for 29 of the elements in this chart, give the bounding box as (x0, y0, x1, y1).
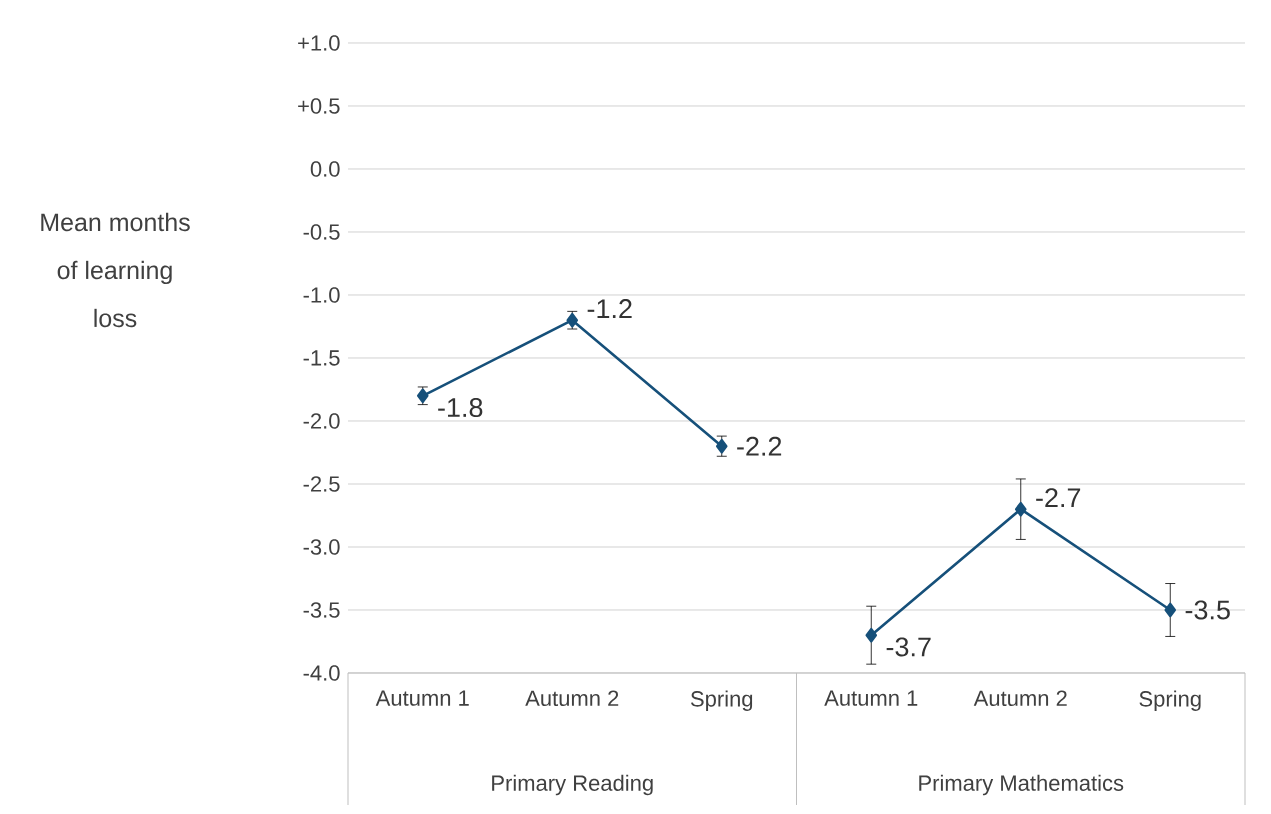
x-tick-label: Spring (690, 690, 753, 712)
y-tick-label: +0.5 (298, 98, 340, 114)
data-label: -3.7 (886, 637, 931, 657)
y-tick-label: -1.0 (303, 287, 340, 303)
point (1164, 602, 1177, 618)
y-tick-label: -0.5 (303, 224, 340, 240)
y-tick-label: +1.0 (298, 35, 340, 51)
x-tick-label: Spring (1139, 690, 1201, 712)
y-axis-title: Mean months of learning loss (41, 212, 190, 328)
data-label: -3.5 (1185, 600, 1230, 620)
y-tick-label: 0.0 (310, 161, 340, 177)
text: Primary Reading (492, 774, 653, 796)
y-tick-label: -3.5 (303, 602, 340, 618)
point (865, 627, 878, 643)
data-label: -2.7 (1036, 488, 1081, 507)
y-tick-label: -1.5 (303, 350, 340, 366)
text: Primary Mathematics (919, 774, 1124, 796)
data-label: -1.2 (587, 299, 632, 318)
x-tick-label: Autumn 1 (375, 690, 469, 706)
x-tick-label: Autumn 2 (525, 690, 619, 707)
y-tick-label: -3.0 (303, 539, 340, 555)
data-label: -1.8 (438, 397, 483, 418)
data-label: -2.2 (737, 436, 782, 456)
x-tick-label: Autumn 2 (973, 690, 1067, 707)
y-tick-label: -2.0 (303, 413, 340, 429)
point (1014, 501, 1027, 517)
y-tick-label: -4.0 (303, 665, 340, 681)
x-tick-label: Autumn 1 (824, 690, 918, 706)
y-tick-label: -2.5 (303, 476, 340, 492)
